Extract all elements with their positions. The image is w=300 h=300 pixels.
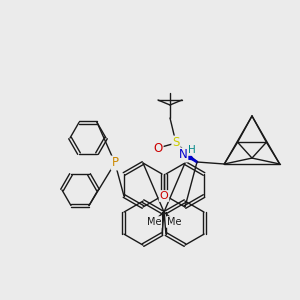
Text: P: P [112,157,118,169]
Text: Me: Me [147,217,161,227]
Text: Me: Me [167,217,181,227]
Text: O: O [153,142,163,154]
Text: S: S [172,136,180,149]
Text: H: H [188,145,196,155]
Text: N: N [178,148,188,161]
Text: O: O [160,191,168,201]
